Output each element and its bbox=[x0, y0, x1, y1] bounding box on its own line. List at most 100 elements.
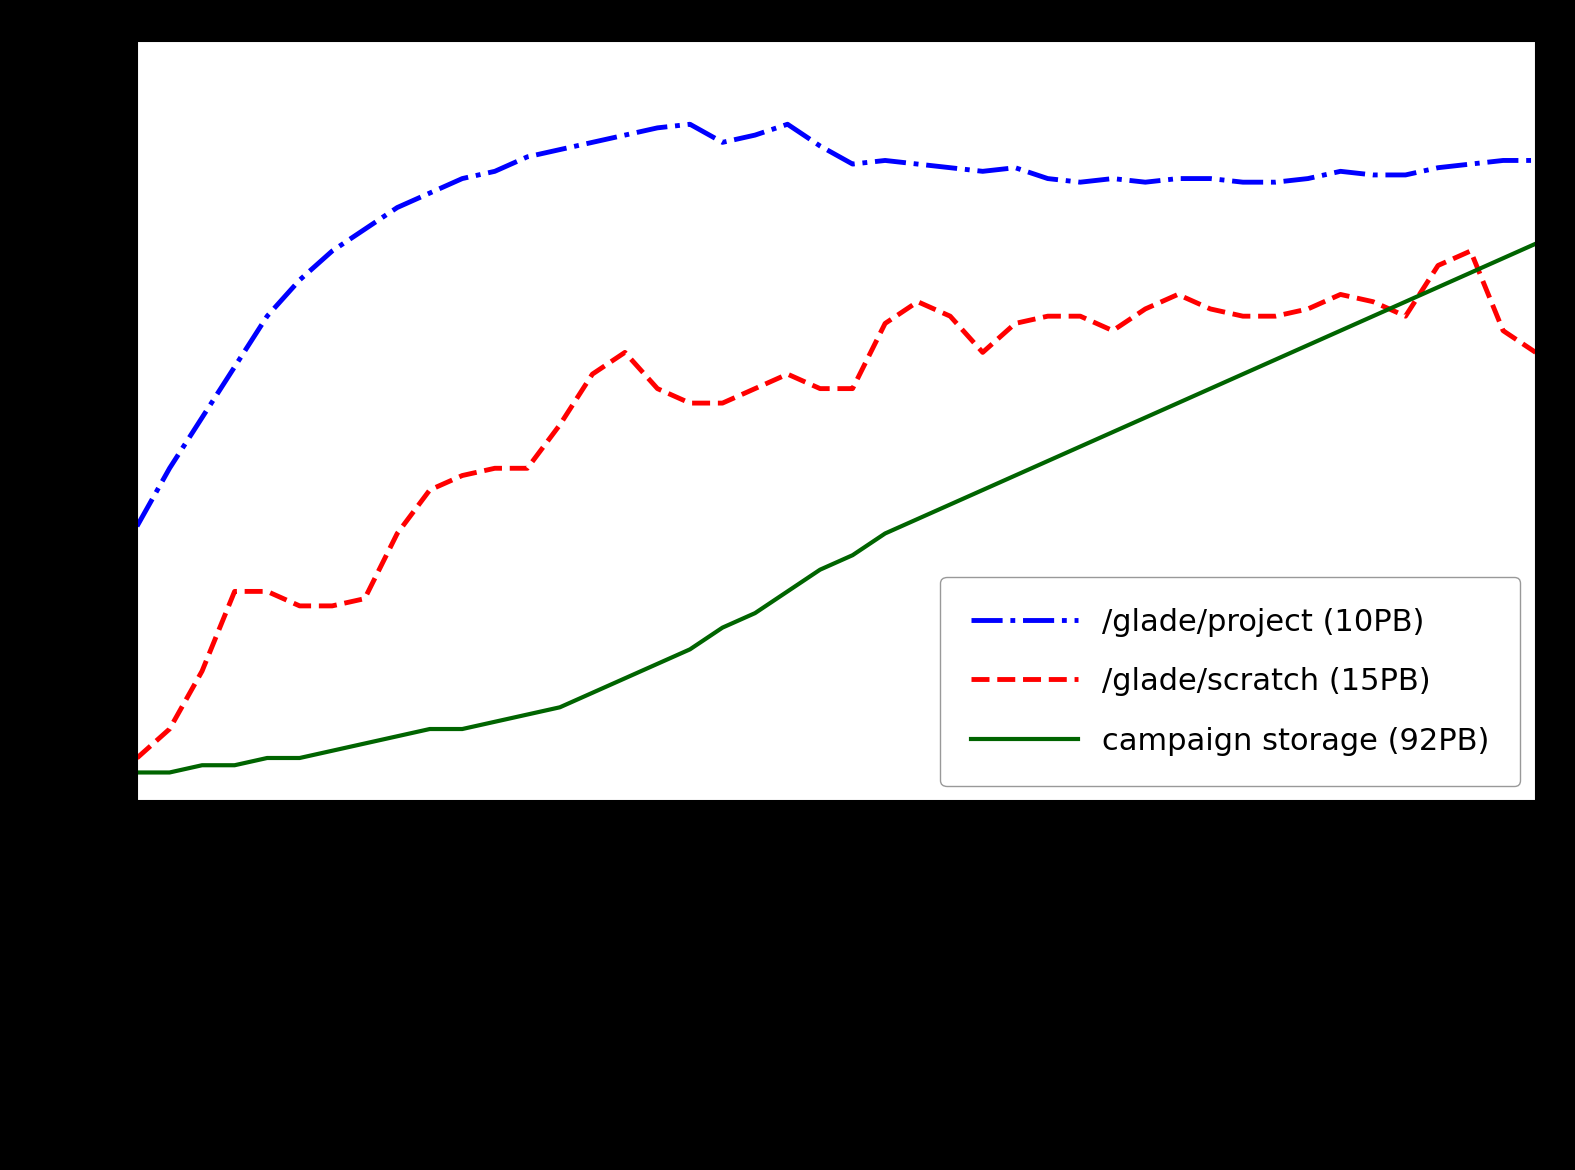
/glade/project (10PB) bbox=[713, 136, 732, 150]
campaign storage (92PB) bbox=[811, 563, 830, 577]
/glade/project (10PB) bbox=[1006, 160, 1025, 174]
campaign storage (92PB) bbox=[258, 751, 277, 765]
/glade/project (10PB) bbox=[1038, 172, 1057, 186]
campaign storage (92PB) bbox=[1006, 468, 1025, 482]
campaign storage (92PB) bbox=[843, 549, 862, 563]
campaign storage (92PB) bbox=[1298, 338, 1317, 352]
/glade/project (10PB) bbox=[387, 200, 406, 214]
/glade/scratch (15PB) bbox=[1429, 259, 1447, 273]
/glade/scratch (15PB) bbox=[225, 584, 244, 598]
campaign storage (92PB) bbox=[1462, 266, 1480, 280]
campaign storage (92PB) bbox=[550, 701, 569, 715]
Legend: /glade/project (10PB), /glade/scratch (15PB), campaign storage (92PB): /glade/project (10PB), /glade/scratch (1… bbox=[940, 577, 1520, 786]
/glade/scratch (15PB) bbox=[192, 665, 211, 679]
campaign storage (92PB) bbox=[1493, 252, 1512, 266]
campaign storage (92PB) bbox=[713, 620, 732, 634]
/glade/scratch (15PB) bbox=[1331, 288, 1350, 302]
/glade/project (10PB) bbox=[1169, 172, 1188, 186]
/glade/project (10PB) bbox=[290, 273, 309, 287]
/glade/scratch (15PB) bbox=[1493, 324, 1512, 338]
/glade/project (10PB) bbox=[225, 360, 244, 374]
campaign storage (92PB) bbox=[290, 751, 309, 765]
/glade/project (10PB) bbox=[680, 117, 699, 131]
campaign storage (92PB) bbox=[1331, 324, 1350, 338]
campaign storage (92PB) bbox=[616, 672, 635, 686]
/glade/scratch (15PB) bbox=[1104, 324, 1123, 338]
/glade/project (10PB) bbox=[550, 143, 569, 157]
campaign storage (92PB) bbox=[1429, 280, 1447, 294]
/glade/scratch (15PB) bbox=[583, 367, 602, 381]
campaign storage (92PB) bbox=[940, 497, 959, 511]
campaign storage (92PB) bbox=[1071, 440, 1090, 454]
campaign storage (92PB) bbox=[583, 686, 602, 700]
/glade/project (10PB) bbox=[940, 160, 959, 174]
/glade/scratch (15PB) bbox=[909, 295, 928, 309]
/glade/project (10PB) bbox=[1364, 168, 1383, 183]
/glade/project (10PB) bbox=[843, 157, 862, 171]
/glade/scratch (15PB) bbox=[1364, 295, 1383, 309]
campaign storage (92PB) bbox=[1104, 425, 1123, 439]
/glade/project (10PB) bbox=[1298, 172, 1317, 186]
/glade/scratch (15PB) bbox=[258, 584, 277, 598]
/glade/scratch (15PB) bbox=[485, 461, 504, 475]
/glade/project (10PB) bbox=[1104, 172, 1123, 186]
campaign storage (92PB) bbox=[1038, 454, 1057, 468]
campaign storage (92PB) bbox=[1233, 367, 1252, 381]
/glade/scratch (15PB) bbox=[128, 751, 146, 765]
/glade/scratch (15PB) bbox=[1395, 309, 1414, 323]
/glade/scratch (15PB) bbox=[647, 381, 666, 395]
campaign storage (92PB) bbox=[973, 483, 992, 497]
/glade/scratch (15PB) bbox=[161, 722, 180, 736]
campaign storage (92PB) bbox=[323, 744, 342, 758]
/glade/project (10PB) bbox=[647, 121, 666, 135]
/glade/project (10PB) bbox=[1462, 157, 1480, 171]
/glade/project (10PB) bbox=[1200, 172, 1219, 186]
campaign storage (92PB) bbox=[876, 526, 895, 541]
campaign storage (92PB) bbox=[745, 606, 764, 620]
/glade/scratch (15PB) bbox=[680, 397, 699, 411]
/glade/project (10PB) bbox=[1266, 176, 1285, 190]
/glade/project (10PB) bbox=[616, 128, 635, 142]
campaign storage (92PB) bbox=[1200, 381, 1219, 395]
/glade/scratch (15PB) bbox=[454, 468, 472, 482]
/glade/scratch (15PB) bbox=[1298, 302, 1317, 316]
/glade/project (10PB) bbox=[454, 172, 472, 186]
campaign storage (92PB) bbox=[647, 656, 666, 670]
/glade/project (10PB) bbox=[258, 309, 277, 323]
/glade/project (10PB) bbox=[583, 136, 602, 150]
/glade/project (10PB) bbox=[421, 186, 439, 200]
/glade/scratch (15PB) bbox=[356, 592, 375, 606]
/glade/scratch (15PB) bbox=[550, 418, 569, 432]
/glade/scratch (15PB) bbox=[1233, 309, 1252, 323]
campaign storage (92PB) bbox=[192, 758, 211, 772]
/glade/scratch (15PB) bbox=[940, 309, 959, 323]
/glade/project (10PB) bbox=[973, 164, 992, 178]
campaign storage (92PB) bbox=[485, 715, 504, 729]
/glade/scratch (15PB) bbox=[778, 367, 797, 381]
/glade/scratch (15PB) bbox=[421, 483, 439, 497]
/glade/scratch (15PB) bbox=[387, 526, 406, 541]
/glade/scratch (15PB) bbox=[713, 397, 732, 411]
/glade/project (10PB) bbox=[323, 245, 342, 259]
/glade/scratch (15PB) bbox=[323, 599, 342, 613]
campaign storage (92PB) bbox=[356, 736, 375, 750]
/glade/scratch (15PB) bbox=[973, 345, 992, 359]
/glade/scratch (15PB) bbox=[1038, 309, 1057, 323]
/glade/project (10PB) bbox=[876, 153, 895, 167]
campaign storage (92PB) bbox=[454, 722, 472, 736]
campaign storage (92PB) bbox=[421, 722, 439, 736]
campaign storage (92PB) bbox=[1364, 309, 1383, 323]
/glade/project (10PB) bbox=[1395, 168, 1414, 183]
/glade/project (10PB) bbox=[485, 164, 504, 178]
/glade/scratch (15PB) bbox=[1071, 309, 1090, 323]
/glade/scratch (15PB) bbox=[1200, 302, 1219, 316]
/glade/scratch (15PB) bbox=[290, 599, 309, 613]
/glade/project (10PB) bbox=[518, 150, 537, 164]
/glade/project (10PB) bbox=[1233, 176, 1252, 190]
campaign storage (92PB) bbox=[1266, 352, 1285, 366]
Line: campaign storage (92PB): campaign storage (92PB) bbox=[137, 243, 1536, 772]
campaign storage (92PB) bbox=[1169, 397, 1188, 411]
/glade/project (10PB) bbox=[192, 411, 211, 425]
/glade/project (10PB) bbox=[356, 222, 375, 236]
campaign storage (92PB) bbox=[518, 708, 537, 722]
